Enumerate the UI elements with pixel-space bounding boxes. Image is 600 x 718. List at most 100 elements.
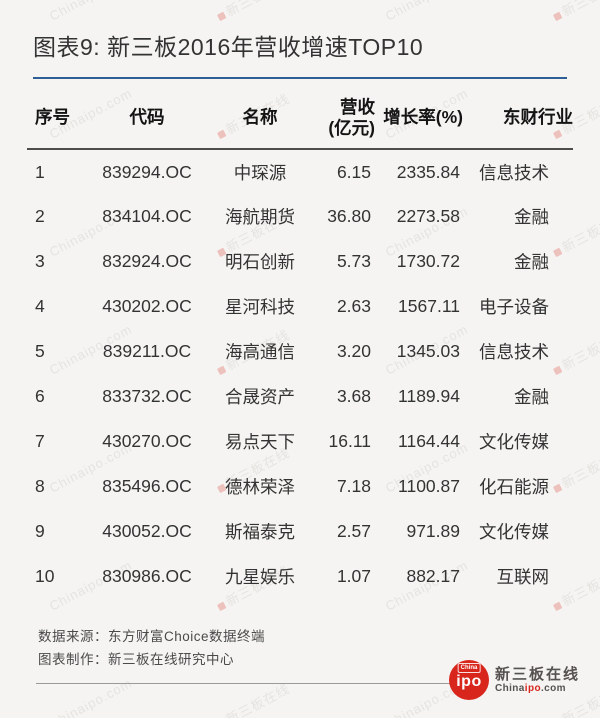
chinaipo-logo-icon: China ipo: [448, 660, 489, 700]
watermark-text: Chinaipo.com: [47, 0, 135, 24]
table-cell: 3.20: [336, 341, 371, 362]
figure-content: 图表9: 新三板2016年营收增速TOP10 序号 代码 名称 营收 (亿元) 增长率(…: [0, 28, 600, 685]
footer-divider: [36, 683, 471, 685]
site-accent: ipo: [524, 682, 541, 694]
logo-ribbon-label: China: [457, 663, 481, 673]
table-cell: 电子设备: [479, 297, 549, 318]
table-cell: 斯福泰克: [225, 522, 295, 543]
table-header-cell: 增长率(%): [375, 85, 463, 151]
table-cell: 文化传媒: [479, 522, 549, 543]
table-cell: 信息技术: [479, 162, 549, 183]
table-cell: 星河科技: [225, 297, 295, 318]
site-prefix: China: [494, 682, 525, 694]
table-cell: 1567.11: [398, 296, 460, 317]
table-cell: 文化传媒: [479, 432, 549, 453]
table-header-cell: 代码: [89, 85, 205, 151]
table-cell: 1: [35, 161, 45, 182]
table-cell: 1730.72: [396, 251, 460, 272]
table-cell: 832924.OC: [102, 251, 192, 272]
table-cell: 971.89: [406, 521, 460, 542]
chinaipo-logo: China ipo 新三板在线 Chinaipo.com: [448, 660, 580, 700]
table-cell: 1164.44: [398, 431, 460, 452]
table-cell: 882.17: [406, 566, 460, 587]
table-row: 1 839294.OC 中琛源 6.15 2335.84 信息技术: [27, 149, 573, 194]
table-cell: 2.57: [336, 521, 371, 542]
table-cell: 834104.OC: [102, 206, 192, 227]
table-cell: 海高通信: [225, 342, 295, 363]
table-header-row: 序号 代码 名称 营收 (亿元) 增长率(%) 东财行业: [27, 85, 573, 151]
site-suffix: .com: [540, 682, 566, 694]
table-cell: 2273.58: [396, 206, 460, 227]
table-cell: 7: [35, 431, 45, 452]
table-cell: 合晟资产: [225, 387, 295, 408]
chart-maker-note: 图表制作：新三板在线研究中心: [38, 652, 234, 668]
table-cell: 16.11: [328, 431, 372, 452]
table-cell: 835496.OC: [102, 476, 192, 497]
table-cell: 5: [35, 341, 45, 362]
table-cell: 海航期货: [225, 207, 295, 228]
table-row: 10 830986.OC 九星娱乐 1.07 882.17 互联网: [27, 554, 573, 599]
table-row: 6 833732.OC 合晟资产 3.68 1189.94 金融: [27, 374, 573, 419]
table-row: 8 835496.OC 德林荣泽 7.18 1100.87 化石能源: [27, 464, 573, 509]
table-header-cell: 名称: [205, 85, 315, 151]
page-title: 图表9: 新三板2016年营收增速TOP10: [33, 34, 424, 60]
table-cell: 2335.84: [396, 161, 460, 182]
table-cell: 2.63: [336, 296, 371, 317]
table-cell: 3: [35, 251, 45, 272]
table-row: 7 430270.OC 易点天下 16.11 1164.44 文化传媒: [27, 419, 573, 464]
table-row: 3 832924.OC 明石创新 5.73 1730.72 金融: [27, 239, 573, 284]
table-cell: 839211.OC: [102, 341, 192, 362]
table-header-cell: 序号: [27, 85, 89, 151]
table-header-cell: 营收 (亿元): [315, 85, 375, 151]
table-cell: 化石能源: [479, 477, 549, 498]
table-cell: 430270.OC: [102, 431, 192, 452]
table-cell: 1345.03: [396, 341, 460, 362]
table-cell: 金融: [514, 387, 549, 408]
table-header-cell: 东财行业: [463, 85, 573, 151]
table-cell: 金融: [514, 207, 549, 228]
logo-site-url: Chinaipo.com: [495, 683, 580, 695]
table-body: 1 839294.OC 中琛源 6.15 2335.84 信息技术 2 834104.OC 海航…: [27, 149, 573, 599]
table-cell: 九星娱乐: [225, 567, 295, 588]
watermark-text: 新三板在线: [549, 0, 600, 25]
watermark-logo-dot: [553, 11, 563, 22]
table-cell: 7.18: [336, 476, 371, 497]
table-cell: 839294.OC: [102, 161, 192, 182]
table-cell: 1.07: [336, 566, 371, 587]
watermark-text: 新三板在线: [213, 0, 293, 25]
table-header: 序号 代码 名称 营收 (亿元) 增长率(%) 东财行业: [27, 85, 573, 151]
table-cell: 金融: [514, 252, 549, 273]
revenue-growth-table: 序号 代码 名称 营收 (亿元) 增长率(%) 东财行业 1 839294.OC 中琛源 6.1…: [27, 85, 573, 599]
title-divider: [33, 77, 567, 79]
table-cell: 2: [35, 206, 45, 227]
table-cell: 36.80: [327, 206, 371, 227]
table-cell: 9: [35, 521, 45, 542]
table-row: 5 839211.OC 海高通信 3.20 1345.03 信息技术: [27, 329, 573, 374]
table-cell: 833732.OC: [102, 386, 192, 407]
table-cell: 3.68: [336, 386, 371, 407]
table-cell: 4: [35, 296, 45, 317]
logo-text-block: 新三板在线 Chinaipo.com: [495, 666, 580, 695]
table-cell: 5.73: [336, 251, 371, 272]
table-cell: 6: [35, 386, 45, 407]
table-cell: 中琛源: [233, 162, 287, 183]
table-cell: 互联网: [496, 567, 550, 588]
table-cell: 1189.94: [398, 386, 460, 407]
table-cell: 430202.OC: [102, 296, 192, 317]
table-cell: 德林荣泽: [225, 477, 295, 498]
table-cell: 1100.87: [398, 476, 460, 497]
table-cell: 430052.OC: [102, 521, 192, 542]
logo-brand-name: 新三板在线: [494, 665, 580, 683]
figure-footer: 数据来源：东方财富Choice数据终端 图表制作：新三板在线研究中心: [38, 625, 567, 671]
table-cell: 明石创新: [225, 252, 295, 273]
table-cell: 10: [35, 566, 55, 587]
table-row: 9 430052.OC 斯福泰克 2.57 971.89 文化传媒: [27, 509, 573, 554]
table-row: 2 834104.OC 海航期货 36.80 2273.58 金融: [27, 194, 573, 239]
table-cell: 信息技术: [479, 342, 549, 363]
table-cell: 830986.OC: [102, 566, 192, 587]
watermark-logo-dot: [217, 11, 227, 22]
data-source-note: 数据来源：东方财富Choice数据终端: [38, 629, 266, 645]
table-cell: 6.15: [336, 161, 371, 182]
table-cell: 8: [35, 476, 45, 497]
